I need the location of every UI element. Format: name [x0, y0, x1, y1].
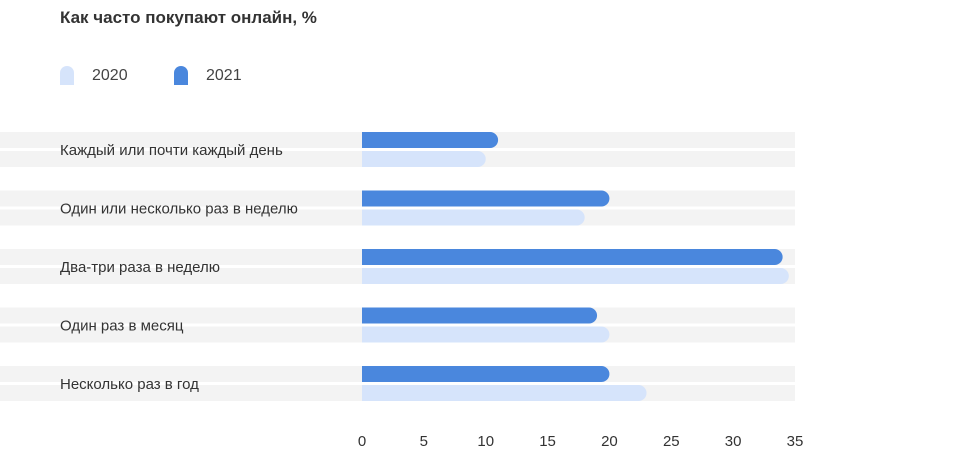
bar-edge-2021-1: [362, 190, 370, 207]
x-tick-label: 25: [663, 433, 680, 450]
x-tick-label: 15: [539, 433, 556, 450]
bar-edge-2021-2: [362, 249, 370, 265]
legend-item-2020: 2020: [60, 66, 128, 85]
bar-edge-2021-3: [362, 307, 370, 324]
bar-2020-2: [362, 268, 789, 284]
legend-label-2021: 2021: [206, 66, 242, 84]
bar-2021-2: [362, 249, 783, 265]
category-label: Каждый или почти каждый день: [60, 142, 283, 159]
bar-edge-2020-4: [362, 385, 370, 401]
legend-swatch-2021: [174, 66, 188, 85]
bar-edge-2020-0: [362, 151, 370, 167]
bar-2020-1: [362, 209, 585, 226]
bar-edge-2020-1: [362, 209, 370, 226]
bar-edge-2020-3: [362, 326, 370, 343]
bar-edge-2020-2: [362, 268, 370, 284]
x-tick-label: 20: [601, 433, 618, 450]
bar-2021-1: [362, 190, 610, 207]
category-label: Один раз в месяц: [60, 318, 184, 335]
bar-2021-3: [362, 307, 598, 324]
bar-2020-4: [362, 385, 647, 401]
bar-2020-3: [362, 326, 610, 343]
category-label: Один или несколько раз в неделю: [60, 201, 298, 218]
category-label: Несколько раз в год: [60, 376, 199, 393]
bar-2021-4: [362, 366, 610, 382]
x-tick-label: 5: [420, 433, 428, 450]
x-tick-label: 10: [477, 433, 494, 450]
x-tick-label: 30: [725, 433, 742, 450]
legend-label-2020: 2020: [92, 66, 128, 84]
bar-2020-0: [362, 151, 486, 167]
bar-edge-2021-0: [362, 132, 370, 148]
x-tick-label: 0: [358, 433, 366, 450]
category-label: Два-три раза в неделю: [60, 259, 220, 276]
legend-item-2021: 2021: [174, 66, 242, 85]
legend-swatch-2020: [60, 66, 74, 85]
bar-edge-2021-4: [362, 366, 370, 382]
chart-title: Как часто покупают онлайн, %: [60, 8, 317, 27]
x-tick-label: 35: [787, 433, 804, 450]
bar-2021-0: [362, 132, 499, 148]
